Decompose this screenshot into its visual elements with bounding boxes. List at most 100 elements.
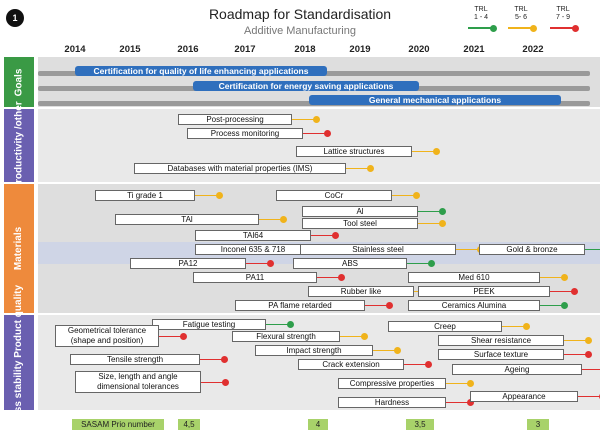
trl-legend-label: TRL 7 - 9	[555, 6, 570, 21]
trl-dot	[180, 332, 187, 340]
roadmap-item: Post-processing	[178, 114, 292, 125]
trl-dot	[367, 165, 374, 172]
section-label-text: Productivity /other	[13, 101, 25, 190]
trl-legend-line	[550, 27, 574, 29]
trl-dot	[386, 302, 393, 309]
trl-dot	[221, 356, 228, 363]
trl-connector	[582, 369, 600, 370]
roadmap-item: Crack extension	[298, 359, 404, 370]
trl-connector	[159, 335, 181, 337]
year-label: 2014	[64, 44, 86, 55]
section-label: Productivity /other	[4, 101, 34, 190]
trl-dot	[585, 351, 592, 358]
trl-connector	[365, 305, 387, 306]
trl-connector	[200, 359, 222, 360]
section-label-text: Materials	[13, 226, 25, 271]
roadmap-item: Inconel 635 & 718	[195, 244, 311, 255]
roadmap-item: TAl64	[195, 230, 311, 241]
trl-connector	[585, 249, 600, 250]
year-label: 2021	[463, 44, 485, 55]
trl-connector	[195, 195, 217, 196]
roadmap-item: PA flame retarded	[235, 300, 365, 311]
goal-bar: General mechanical applications	[309, 95, 561, 105]
sasam-prio: 3,5	[406, 419, 434, 430]
roadmap-item: Hardness	[338, 397, 446, 408]
trl-connector	[311, 235, 333, 236]
roadmap-item: Size, length and angle dimensional toler…	[75, 371, 201, 393]
trl-dot	[571, 288, 578, 295]
roadmap-item: Creep	[388, 321, 502, 332]
year-label: 2022	[522, 44, 544, 55]
roadmap-item: Impact strength	[255, 345, 373, 356]
sasam-prio: SASAM Prio number	[72, 419, 164, 430]
trl-legend-dot	[530, 24, 537, 32]
trl-dot	[439, 208, 446, 215]
roadmap-item: Rubber like	[308, 286, 414, 297]
trl-connector	[412, 151, 434, 152]
year-label: 2016	[177, 44, 199, 55]
roadmap-item: Tensile strength	[70, 354, 200, 365]
section-label: Goals	[4, 57, 34, 107]
year-label: 2017	[234, 44, 256, 55]
trl-connector	[418, 211, 440, 212]
roadmap-item: Ti grade 1	[95, 190, 195, 201]
trl-legend-line	[508, 27, 532, 29]
roadmap-item: Geometrical tolerance (shape and positio…	[55, 325, 159, 347]
sasam-prio: 4,5	[178, 419, 200, 430]
roadmap-item: Databases with material properties (IMS)	[134, 163, 346, 174]
trl-dot	[561, 274, 568, 281]
section-label-text: Process stability Product quality	[13, 284, 25, 440]
trl-connector	[266, 324, 288, 325]
year-label: 2018	[294, 44, 316, 55]
sasam-prio: 4	[308, 419, 328, 430]
trl-dot	[439, 220, 446, 227]
roadmap-item: Appearance	[470, 391, 578, 402]
trl-legend-dot	[490, 24, 497, 32]
trl-connector	[292, 119, 314, 120]
trl-dot	[287, 321, 294, 328]
roadmap-item: Flexural strength	[232, 331, 340, 342]
trl-connector	[446, 402, 468, 403]
section-label-text: Goals	[13, 68, 25, 96]
roadmap-item: CoCr	[276, 190, 392, 201]
trl-connector	[201, 381, 223, 383]
roadmap-item: Med 610	[408, 272, 540, 283]
trl-dot	[428, 260, 435, 267]
page-subtitle: Additive Manufacturing	[244, 25, 356, 37]
trl-connector	[540, 305, 562, 306]
year-label: 2020	[408, 44, 430, 55]
roadmap-item: TAl	[115, 214, 259, 225]
trl-connector	[418, 223, 440, 224]
trl-dot	[413, 192, 420, 199]
trl-connector	[502, 326, 524, 327]
trl-dot	[523, 323, 530, 330]
roadmap-item: Shear resistance	[438, 335, 564, 346]
trl-dot	[313, 116, 320, 123]
trl-dot	[338, 274, 345, 281]
trl-connector	[246, 263, 268, 264]
sasam-prio: 3	[527, 419, 549, 430]
trl-connector	[373, 350, 395, 351]
year-label: 2019	[349, 44, 371, 55]
section-label: Process stability Product quality	[4, 285, 34, 440]
roadmap-item: Lattice structures	[296, 146, 412, 157]
trl-connector	[303, 133, 325, 134]
roadmap-item: Ageing	[452, 364, 582, 375]
roadmap-item: PEEK	[418, 286, 550, 297]
trl-connector	[407, 263, 429, 264]
trl-connector	[564, 340, 586, 341]
trl-connector	[259, 219, 281, 220]
trl-dot	[332, 232, 339, 239]
trl-dot	[425, 361, 432, 368]
trl-dot	[433, 148, 440, 155]
goal-bar: Certification for quality of life enhanc…	[75, 66, 327, 76]
trl-dot	[467, 380, 474, 387]
trl-dot	[361, 333, 368, 340]
trl-dot	[267, 260, 274, 267]
trl-connector	[340, 336, 362, 337]
trl-legend-label: TRL 1 - 4	[473, 6, 488, 21]
trl-connector	[404, 364, 426, 365]
trl-connector	[392, 195, 414, 196]
trl-dot	[394, 347, 401, 354]
